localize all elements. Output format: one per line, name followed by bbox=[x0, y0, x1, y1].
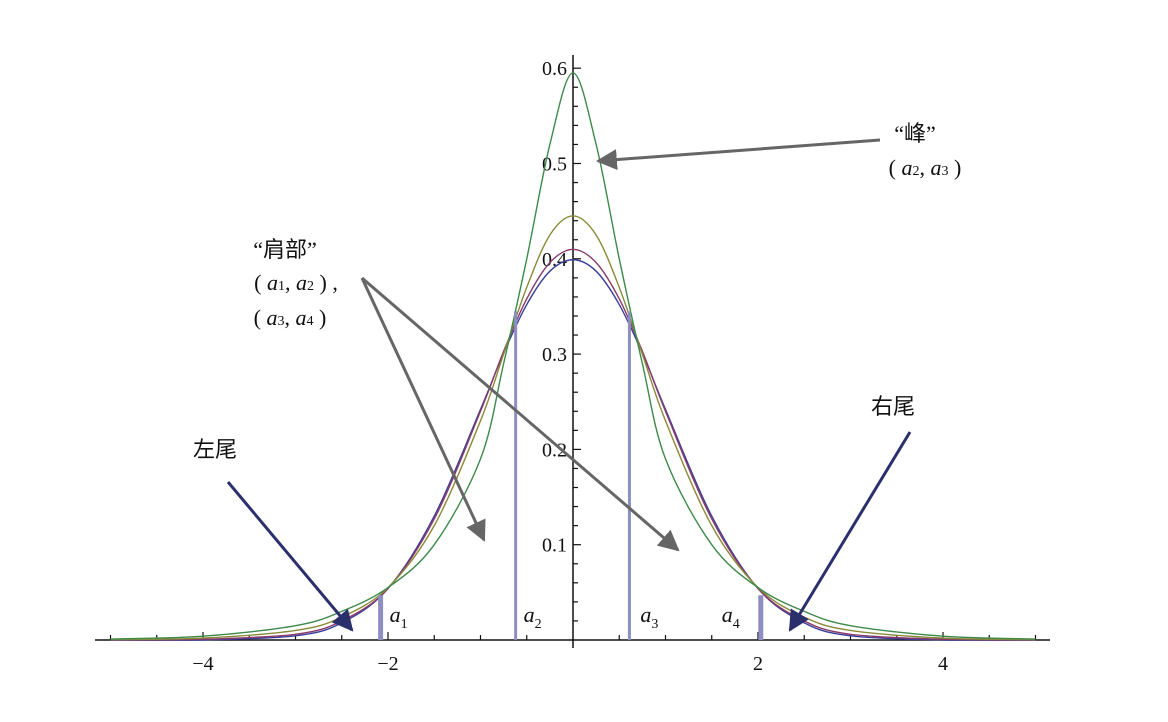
vertical-markers: a1 a2 a3 a4 bbox=[378, 311, 764, 640]
marker-subscript: 2 bbox=[535, 617, 542, 632]
shoulder-arrow-left bbox=[360, 277, 486, 542]
marker-label-2: a2 bbox=[524, 602, 542, 632]
shoulder-params-2: ( a3, a4 ) bbox=[253, 305, 327, 330]
density-curve-4 bbox=[110, 72, 1036, 640]
y-tick-label: 0.5 bbox=[542, 154, 567, 176]
y-tick-label: 0.2 bbox=[542, 439, 567, 461]
x-tick-label: −4 bbox=[192, 653, 213, 675]
axes: −4 −2 2 40.10.20.30.40.50.6 bbox=[95, 55, 1050, 675]
shoulder-params-1: ( a1, a2 ) , bbox=[254, 270, 338, 295]
y-tick-label: 0.6 bbox=[542, 58, 567, 80]
peak-title: “峰” bbox=[894, 121, 936, 146]
right-tail-label: 右尾 bbox=[870, 394, 916, 419]
right-tail-arrow bbox=[788, 431, 912, 632]
marker-subscript: 4 bbox=[733, 617, 740, 632]
marker-label-1: a1 bbox=[390, 602, 408, 632]
marker-subscript: 1 bbox=[401, 617, 408, 632]
shoulder-title: “肩部” bbox=[253, 237, 317, 262]
shoulder-arrow-right bbox=[361, 276, 680, 552]
x-tick-label: 4 bbox=[938, 653, 948, 675]
peak-arrow bbox=[595, 138, 881, 171]
left-tail-arrow bbox=[226, 481, 354, 632]
x-tick-label: −2 bbox=[377, 653, 398, 675]
left-tail-label: 左尾 bbox=[192, 437, 238, 462]
x-tick-label: 2 bbox=[753, 653, 763, 675]
y-tick-label: 0.3 bbox=[542, 344, 567, 366]
marker-subscript: 3 bbox=[651, 617, 658, 632]
y-tick-label: 0.1 bbox=[542, 535, 567, 557]
marker-label-3: a3 bbox=[640, 602, 658, 632]
marker-label-4: a4 bbox=[722, 602, 740, 632]
peak-params: ( a2, a3 ) bbox=[888, 155, 962, 180]
